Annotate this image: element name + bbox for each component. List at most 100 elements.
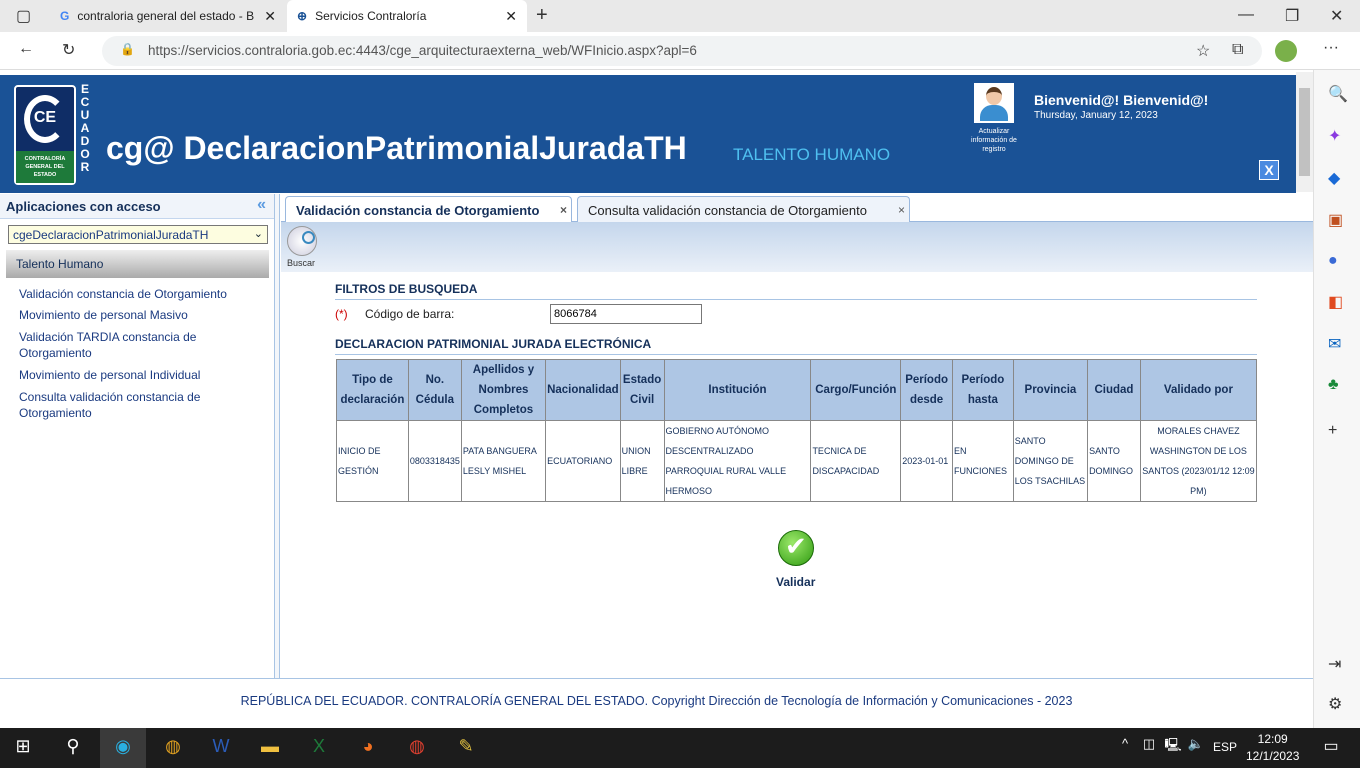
outlook-icon[interactable]: ✉ <box>1328 336 1342 353</box>
sidebar-item[interactable]: Validación TARDIA constancia de Otorgami… <box>19 330 197 360</box>
current-date: Thursday, January 12, 2023 <box>1034 110 1158 121</box>
toolbar: Buscar <box>281 222 1313 272</box>
google-icon: G <box>60 9 70 23</box>
table-cell: 0803318435 <box>407 420 462 502</box>
tab-title: contraloria general del estado - B <box>77 9 255 23</box>
camera-icon[interactable]: ◫ <box>1142 736 1156 751</box>
close-tab-icon[interactable]: ✕ <box>264 7 276 24</box>
word-icon[interactable]: W <box>212 736 230 756</box>
content-tabs: Validación constancia de Otorgamiento × C… <box>281 194 1313 222</box>
browser-tab[interactable]: G contraloria general del estado - B ✕ <box>50 0 286 32</box>
table-cell: GOBIERNO AUTÓNOMO DESCENTRALIZADO PARROQ… <box>663 420 812 502</box>
favorites-icon[interactable]: ☆ <box>1196 43 1211 60</box>
logout-button[interactable]: X <box>1259 160 1279 180</box>
notifications-icon[interactable]: ▭ <box>1323 738 1339 755</box>
sidebar-item[interactable]: Consulta validación constancia de Otorga… <box>19 390 201 420</box>
cge-logo: CE CONTRALORÍA GENERAL DEL ESTADO <box>14 85 76 185</box>
taskbar: ⊞ ⚲ ◉ ◍ W ▬ X ◕ ◍ ✎ ^ ◫ 🖳 🔈 ESP 12:09 12/… <box>0 728 1360 768</box>
sidebar-group-talento-humano[interactable]: Talento Humano <box>6 250 269 278</box>
sidebar-item[interactable]: Movimiento de personal Individual <box>19 368 201 382</box>
column-header: Apellidos y Nombres Completos <box>460 359 547 421</box>
chrome-icon[interactable]: ◍ <box>165 736 181 756</box>
required-mark: (*) <box>335 307 348 321</box>
restore-icon[interactable]: ❐ <box>1285 8 1300 25</box>
search-icon[interactable] <box>287 226 317 256</box>
welcome-text: Bienvenid@! Bienvenid@! <box>1034 92 1209 108</box>
page-scrollbar[interactable] <box>1296 72 1313 192</box>
edge-sidebar: 🔍 ✦ ◆ ▣ ● ◧ ✉ ♣ + ⇥ ⚙ <box>1313 70 1360 728</box>
tree-icon[interactable]: ♣ <box>1328 376 1339 393</box>
file-explorer-icon[interactable]: ▬ <box>261 736 279 756</box>
sidebar-title: Aplicaciones con acceso « <box>0 194 274 219</box>
sidebar: Aplicaciones con acceso « cgeDeclaracionP… <box>0 194 275 678</box>
collections-icon[interactable]: ⧉ <box>1232 41 1244 58</box>
site-favicon: ⊕ <box>297 9 308 23</box>
column-header: Provincia <box>1012 359 1089 421</box>
app-select[interactable]: cgeDeclaracionPatrimonialJuradaTH ⌄ <box>8 225 268 244</box>
close-tab-icon[interactable]: ✕ <box>505 7 517 24</box>
table-cell: PATA BANGUERA LESLY MISHEL <box>460 420 547 502</box>
tab-actions-icon[interactable]: ▢ <box>16 8 32 25</box>
close-window-icon[interactable]: ✕ <box>1330 8 1344 25</box>
search-icon[interactable]: ⚲ <box>66 736 80 756</box>
network-icon[interactable]: 🖳 <box>1164 737 1182 752</box>
column-header: Nacionalidad <box>545 359 621 421</box>
chrome-profile-icon[interactable]: ◍ <box>409 736 425 756</box>
column-header: Tipo de declaración <box>336 359 409 421</box>
copilot-icon[interactable]: ✦ <box>1328 128 1342 145</box>
tray-overflow-icon[interactable]: ^ <box>1121 736 1129 751</box>
browser-tab-active[interactable]: ⊕ Servicios Contraloría ✕ <box>287 0 527 32</box>
chevron-down-icon: ⌄ <box>253 228 263 240</box>
column-header: Cargo/Función <box>810 359 902 421</box>
profile-avatar[interactable] <box>1275 40 1297 62</box>
barcode-input[interactable] <box>550 304 702 324</box>
office-icon[interactable]: ◧ <box>1328 294 1344 311</box>
update-registration-link[interactable]: Actualizar información de registro <box>971 128 1017 153</box>
app-subtitle: TALENTO HUMANO <box>733 145 891 164</box>
address-bar-row: ← ↻ 🔒 https://servicios.contraloria.gob.e… <box>0 32 1360 70</box>
refresh-icon[interactable]: ↻ <box>62 42 76 59</box>
add-icon[interactable]: + <box>1328 422 1338 439</box>
back-icon[interactable]: ← <box>18 40 34 57</box>
volume-icon[interactable]: 🔈 <box>1187 736 1205 751</box>
paint-icon[interactable]: ✎ <box>458 736 474 756</box>
more-icon[interactable]: ··· <box>1323 39 1339 56</box>
table-header-row: Tipo de declaración No. Cédula Apellidos y… <box>336 359 1258 421</box>
excel-icon[interactable]: X <box>312 736 325 756</box>
tab-validacion[interactable]: Validación constancia de Otorgamiento × <box>285 196 572 222</box>
edge-taskbar-icon[interactable]: ◉ <box>100 728 146 768</box>
tab-consulta[interactable]: Consulta validación constancia de Otorga… <box>577 196 910 222</box>
minimize-icon[interactable]: — <box>1238 6 1254 23</box>
check-icon[interactable] <box>778 530 814 566</box>
sidebar-item[interactable]: Validación constancia de Otorgamiento <box>19 287 227 301</box>
tools-icon[interactable]: ▣ <box>1328 212 1344 229</box>
close-tab-icon[interactable]: × <box>897 203 905 217</box>
url-input[interactable]: 🔒 https://servicios.contraloria.gob.ec:44… <box>102 36 1262 66</box>
table-cell: EN FUNCIONES <box>951 420 1014 502</box>
results-table: Tipo de declaración No. Cédula Apellidos y… <box>336 359 1258 502</box>
table-cell: UNION LIBRE <box>619 420 665 502</box>
tab-title: Servicios Contraloría <box>315 9 427 23</box>
table-cell: SANTO DOMINGO <box>1087 420 1141 502</box>
games-icon[interactable]: ● <box>1328 252 1338 269</box>
sidebar-item[interactable]: Movimiento de personal Masivo <box>19 308 188 322</box>
firefox-icon[interactable]: ◕ <box>362 736 374 756</box>
collapse-icon[interactable]: « <box>257 196 266 213</box>
close-tab-icon[interactable]: × <box>559 203 567 217</box>
search-icon[interactable]: 🔍 <box>1328 86 1348 103</box>
settings-icon[interactable]: ⚙ <box>1328 696 1343 713</box>
validate-button[interactable]: Validar <box>776 575 816 589</box>
shopping-icon[interactable]: ◆ <box>1328 170 1341 187</box>
windows-start-icon[interactable]: ⊞ <box>15 736 31 756</box>
splitter[interactable] <box>275 194 280 678</box>
new-tab-icon[interactable]: + <box>536 4 548 26</box>
column-header: Período desde <box>900 359 953 421</box>
table-row[interactable]: INICIO DE GESTIÓN 0803318435 PATA BANGUERA… <box>336 420 1258 502</box>
user-avatar-icon[interactable] <box>974 83 1014 123</box>
search-button-label[interactable]: Buscar <box>287 258 316 268</box>
clock[interactable]: 12:09 12/1/2023 <box>1246 732 1300 763</box>
sidebar-hide-icon[interactable]: ⇥ <box>1328 656 1342 673</box>
language-indicator[interactable]: ESP <box>1212 740 1237 754</box>
